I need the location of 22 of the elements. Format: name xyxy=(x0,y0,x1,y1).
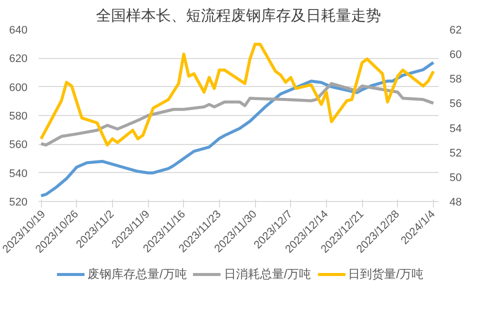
y2-tick-label: 54 xyxy=(450,122,462,135)
y2-tick-label: 62 xyxy=(450,24,462,36)
y2-tick-label: 52 xyxy=(450,147,462,160)
y2-tick-label: 48 xyxy=(450,196,462,208)
y-tick-label: 640 xyxy=(9,24,28,36)
y2-tick-label: 60 xyxy=(450,49,462,62)
legend-label: 日消耗总量/万吨 xyxy=(224,266,312,282)
y-tick-label: 600 xyxy=(9,82,28,94)
y2-tick-label: 56 xyxy=(450,98,462,110)
chart-title: 全国样本长、短流程废钢库存及日耗量走势 xyxy=(96,8,381,24)
y-tick-label: 560 xyxy=(9,139,28,152)
y2-tick-label: 58 xyxy=(450,74,462,86)
legend-label: 日到货量/万吨 xyxy=(348,266,424,282)
y-tick-label: 540 xyxy=(9,168,28,180)
line-series xyxy=(40,82,435,146)
y-tick-label: 620 xyxy=(9,53,28,66)
y-tick-label: 580 xyxy=(9,110,28,122)
line-series xyxy=(40,42,435,146)
y-tick-label: 520 xyxy=(9,196,28,208)
line-series xyxy=(40,60,435,198)
y2-tick-label: 50 xyxy=(450,172,462,184)
legend-label: 废钢库存总量/万吨 xyxy=(87,266,187,282)
